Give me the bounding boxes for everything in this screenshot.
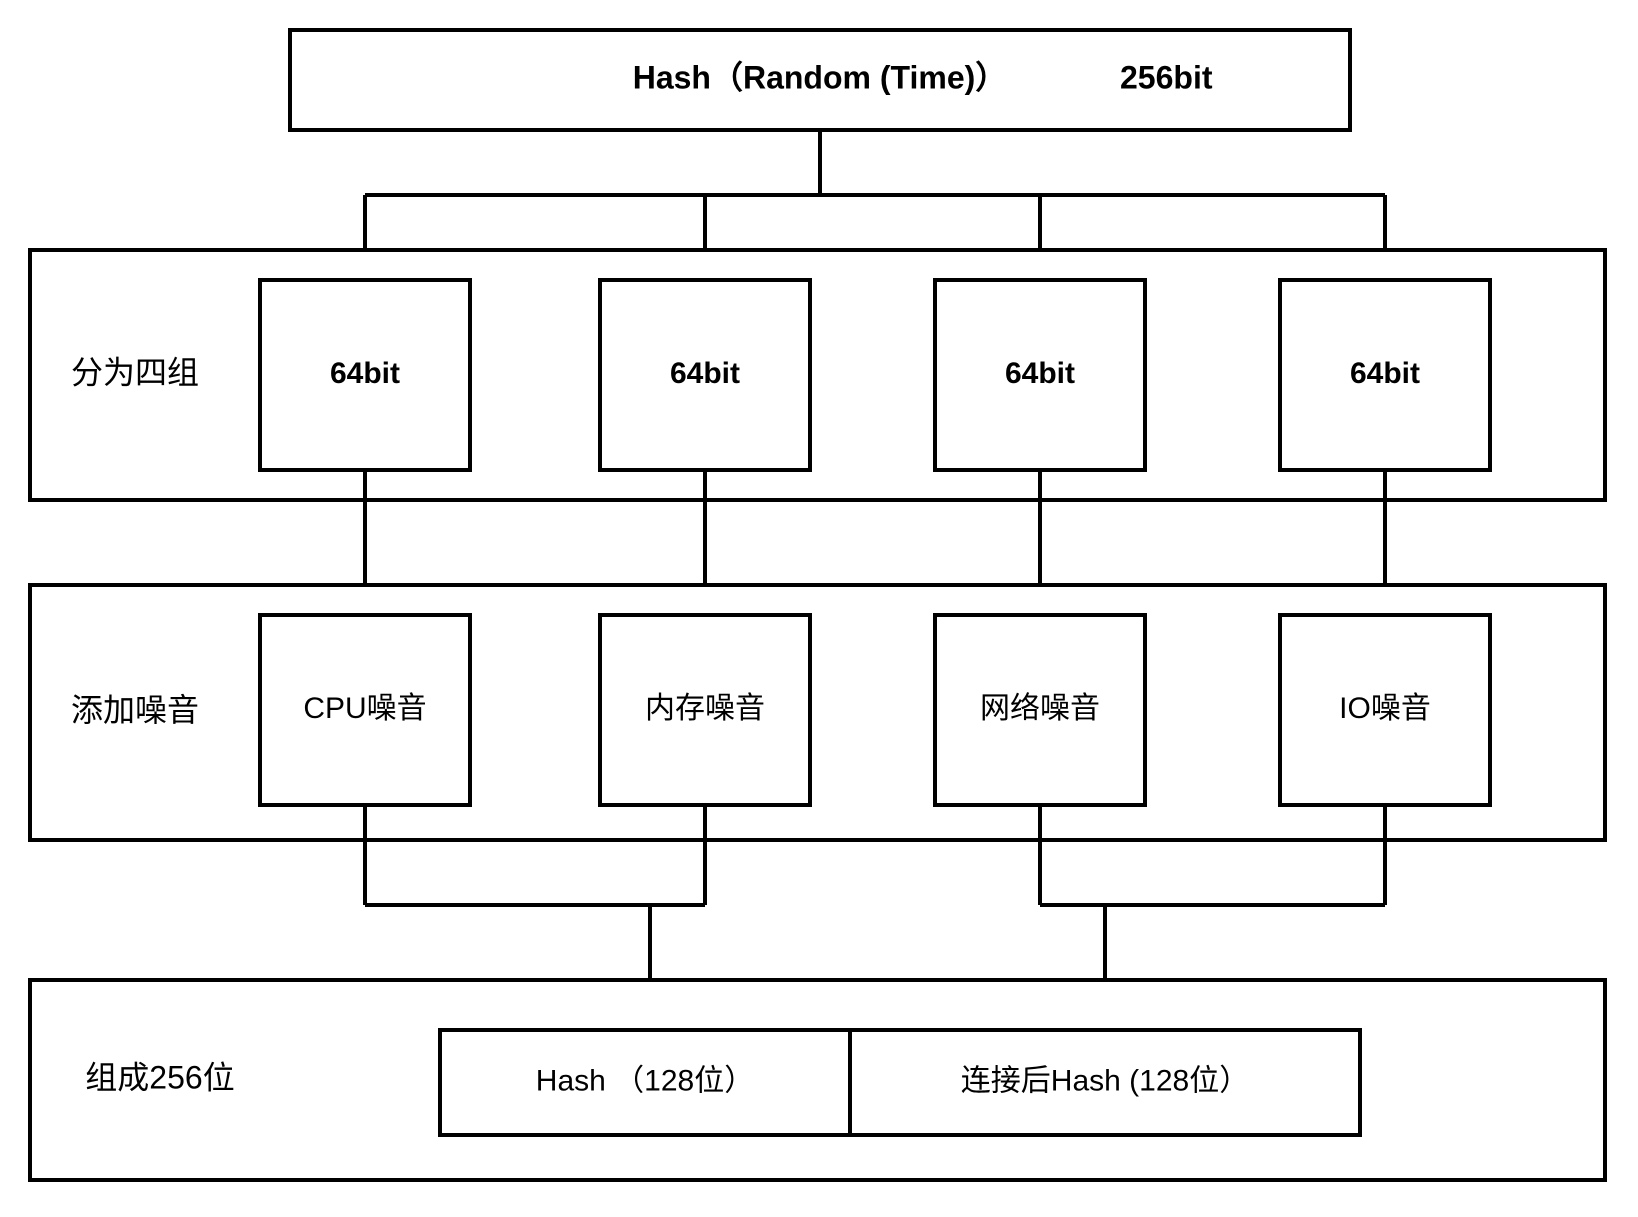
diagram.row1.label: 分为四组	[71, 354, 199, 390]
diagram.row3.boxes.0.text: Hash （128位）	[536, 1064, 754, 1097]
diagram.row2.boxes.2.text: 网络噪音	[980, 692, 1100, 725]
diagram.row1.boxes.0.text: 64bit	[330, 357, 400, 390]
diagram.top_box.text_right: 256bit	[1120, 59, 1213, 95]
diagram.row2.boxes.1.text: 内存噪音	[645, 692, 765, 725]
diagram.row2.label: 添加噪音	[71, 692, 199, 728]
diagram.row2.boxes.3.text: IO噪音	[1339, 692, 1431, 725]
diagram.top_box.text_left: Hash（Random (Time)）	[633, 59, 1008, 95]
diagram.row1.boxes.1.text: 64bit	[670, 357, 740, 390]
diagram.row3.label: 组成256位	[85, 1059, 234, 1095]
diagram.row3.boxes.1.text: 连接后Hash (128位）	[961, 1064, 1249, 1097]
diagram.row2.boxes.0.text: CPU噪音	[303, 692, 426, 725]
diagram.row1.boxes.3.text: 64bit	[1350, 357, 1420, 390]
diagram.row1.boxes.2.text: 64bit	[1005, 357, 1075, 390]
